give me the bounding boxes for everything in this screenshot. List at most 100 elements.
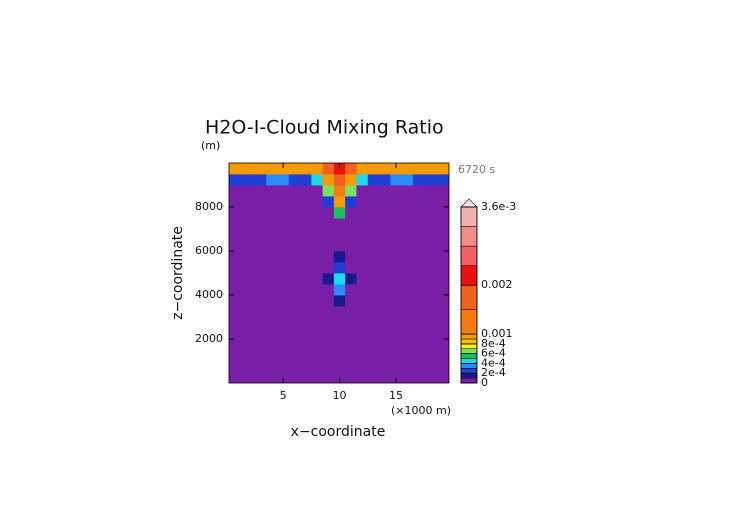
contour-cell [356,196,369,208]
contour-cell [435,185,448,197]
contour-cell [367,295,380,307]
contour-cell [277,262,290,274]
contour-cell [401,328,414,340]
contour-cell [412,163,425,175]
contour-cell [424,251,436,263]
contour-cell [277,207,290,219]
contour-cell [435,163,448,175]
contour-cell [288,218,301,230]
contour-cell [356,350,369,362]
contour-cell [379,284,391,296]
contour-cell [243,262,256,274]
contour-cell [322,306,335,318]
colorbar-band [460,265,478,286]
contour-cell [266,372,278,383]
contour-cell [243,196,256,208]
contour-cell [288,251,301,263]
contour-cell [435,251,448,263]
contour-cell [345,372,357,383]
colorbar-tick-label: 6e-4 [481,347,506,360]
contour-cell [379,240,391,252]
colorbar-band [460,245,478,266]
contour-cell [311,306,324,318]
contour-cell [390,196,403,208]
contour-cell [311,339,324,351]
contour-cell [322,361,335,373]
contour-cell [277,339,290,351]
contour-cell [243,273,256,285]
contour-cell [424,262,436,274]
contour-cell [311,240,324,252]
contour-cell [266,361,278,373]
y-tick-label: 4000 [195,288,223,301]
y-axis-label: z−coordinate [170,226,186,320]
contour-cell [254,229,267,241]
contour-cell [424,196,436,208]
contour-cell [254,328,267,340]
colorbar-band [460,368,478,374]
contour-cell [243,251,256,263]
contour-cell [254,284,267,296]
contour-cell [390,240,403,252]
contour-cell [435,218,448,230]
contour-cell [390,251,403,263]
contour-cell [435,174,448,186]
contour-cell [243,328,256,340]
contour-cell [311,251,324,263]
contour-cell [435,207,448,219]
contour-cell [390,361,403,373]
contour-cell [446,185,449,197]
x-tick-label: 5 [280,389,287,402]
contour-cell [446,229,449,241]
contour-cell [412,306,425,318]
contour-cell [300,163,312,175]
contour-cell [300,284,312,296]
contour-cell [435,240,448,252]
contour-cell [266,262,278,274]
contour-cell [345,350,357,362]
contour-cell [333,328,346,340]
contour-cell [333,240,346,252]
contour-cell [367,207,380,219]
contour-cell [424,295,436,307]
contour-cell [333,361,346,373]
contour-cell [345,207,357,219]
x-tick-label: 10 [333,389,347,402]
contour-cell [390,185,403,197]
contour-cell [322,295,335,307]
contour-cell [266,328,278,340]
contour-cell [345,273,357,285]
contour-cell [345,240,357,252]
contour-cell [379,372,391,383]
contour-cell [345,306,357,318]
contour-cell [232,207,245,219]
contour-cell [412,317,425,329]
contour-cell [345,185,357,197]
contour-cell [379,174,391,186]
contour-cell [435,361,448,373]
contour-cell [277,328,290,340]
contour-cell [288,174,301,186]
contour-cell [390,207,403,219]
contour-cell [356,372,369,383]
contour-cell [243,350,256,362]
contour-cell [424,229,436,241]
contour-cell [446,174,449,186]
contour-cell [333,317,346,329]
contour-cell [311,185,324,197]
contour-cell [435,306,448,318]
contour-cell [401,229,414,241]
contour-cell [254,251,267,263]
contour-cell [311,284,324,296]
contour-cell [254,262,267,274]
time-label: 6720 s [458,163,495,176]
contour-cell [446,372,449,383]
contour-cell [367,339,380,351]
contour-cell [356,163,369,175]
contour-cell [254,361,267,373]
contour-cell [288,262,301,274]
contour-cell [288,350,301,362]
contour-cell [300,273,312,285]
contour-cell [229,328,233,340]
contour-cell [322,317,335,329]
